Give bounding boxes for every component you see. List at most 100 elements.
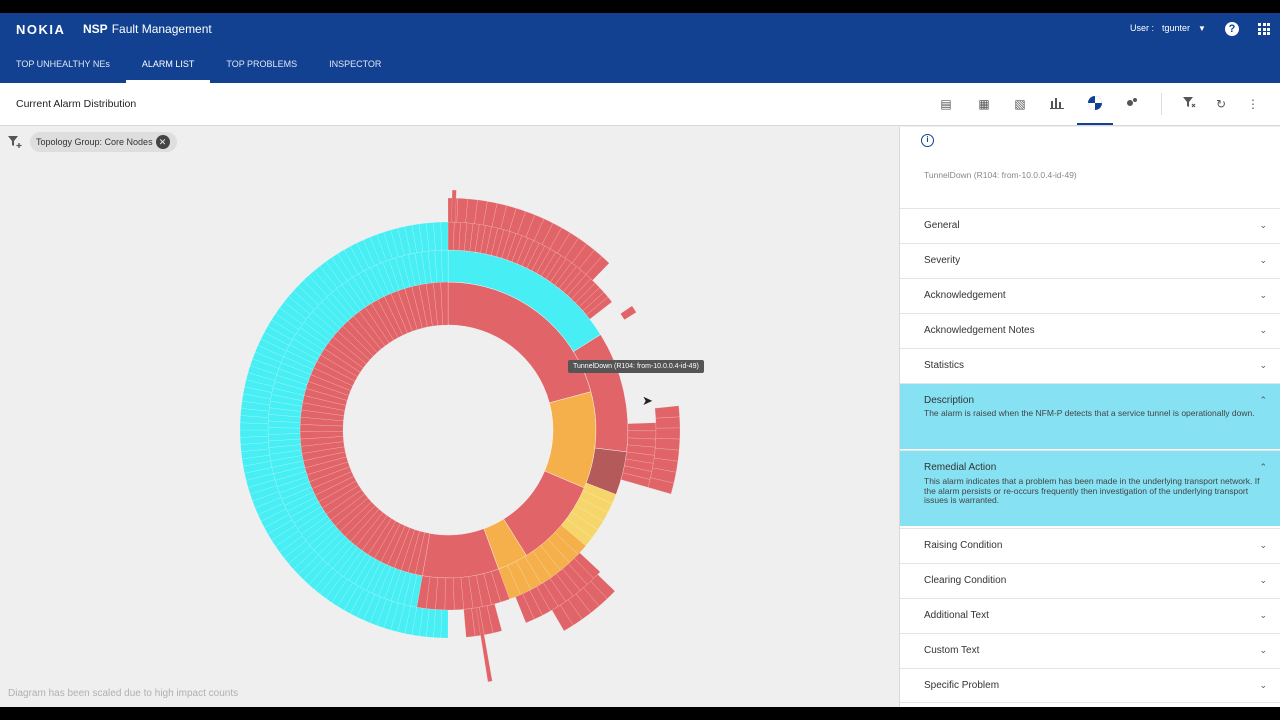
sunburst-segment-critical[interactable] (318, 480, 360, 509)
add-filter-icon[interactable] (8, 135, 22, 152)
sunburst-segment-cleared[interactable] (434, 249, 443, 283)
sunburst-segment-critical[interactable] (320, 348, 361, 377)
sunburst-segment-critical[interactable] (476, 573, 492, 607)
sunburst-segment-critical[interactable] (624, 458, 654, 472)
sunburst-segment-critical[interactable] (575, 587, 600, 614)
sunburst-segment-cleared[interactable] (276, 476, 310, 494)
sunburst-segment-critical[interactable] (303, 388, 348, 406)
sunburst-segment-critical[interactable] (562, 563, 588, 591)
sunburst-segment-cleared[interactable] (313, 528, 342, 556)
sunburst-segment-critical[interactable] (516, 237, 534, 267)
sunburst-segment-cleared[interactable] (308, 563, 333, 590)
sunburst-segment-major[interactable] (547, 532, 579, 563)
sunburst-segment-cleared[interactable] (319, 571, 343, 599)
sunburst-segment-cleared[interactable] (343, 585, 364, 614)
sunburst-segment-critical[interactable] (355, 512, 388, 551)
scatter-icon[interactable] (1123, 95, 1141, 113)
sunburst-segment-critical[interactable] (647, 477, 675, 495)
sunburst-segment-critical[interactable] (654, 437, 681, 451)
more-icon[interactable]: ⋮ (1247, 97, 1259, 111)
sunburst-segment-cleared[interactable] (376, 261, 395, 295)
sunburst-segment-critical[interactable] (620, 305, 637, 321)
sunburst-segment-cleared[interactable] (319, 261, 343, 289)
sunburst-segment-major[interactable] (524, 550, 552, 585)
sunburst-segment-cleared[interactable] (304, 519, 335, 546)
sunburst-segment-critical[interactable] (304, 456, 349, 476)
sunburst-segment-cleared[interactable] (404, 605, 417, 636)
sunburst-segment-critical[interactable] (435, 577, 446, 611)
alarm-sunburst-chart[interactable] (230, 183, 710, 683)
sunburst-segment-minor[interactable] (570, 504, 604, 531)
section-acknowledgement[interactable]: Acknowledgement ⌄ (900, 278, 1280, 313)
sunburst-segment-cleared[interactable] (242, 386, 273, 399)
sunburst-segment-critical[interactable] (654, 405, 680, 419)
sunburst-segment-cleared[interactable] (275, 530, 303, 553)
tab-alarm-list[interactable]: ALARM LIST (125, 53, 211, 83)
sunburst-segment-cleared[interactable] (322, 536, 350, 565)
sunburst-segment-cleared[interactable] (358, 270, 380, 302)
sunburst-segment-critical[interactable] (300, 441, 345, 454)
sunburst-segment-critical[interactable] (586, 296, 613, 320)
sunburst-segment-cleared[interactable] (403, 573, 418, 607)
sunburst-segment-cleared[interactable] (240, 442, 270, 452)
sunburst-segment-cleared[interactable] (336, 284, 362, 315)
sunburst-segment-critical[interactable] (374, 520, 401, 563)
sunburst-segment-critical[interactable] (414, 532, 430, 576)
sunburst-segment-cleared[interactable] (267, 427, 301, 435)
close-icon[interactable]: ✕ (155, 135, 170, 149)
section-additional-text[interactable]: Additional Text ⌄ (900, 598, 1280, 633)
sunburst-segment-cleared[interactable] (239, 429, 269, 438)
sunburst-segment-major[interactable] (498, 565, 521, 600)
user-menu[interactable]: User : tgunter ▼ (1130, 23, 1206, 33)
sunburst-segment-cleared[interactable] (343, 550, 367, 581)
sunburst-segment-critical[interactable] (491, 568, 510, 603)
sunburst-segment-critical[interactable] (522, 590, 543, 620)
sunburst-segment-critical[interactable] (387, 525, 411, 569)
sunburst-segment-critical[interactable] (506, 233, 523, 262)
sunburst-segment-cleared[interactable] (292, 332, 324, 356)
sunburst-segment-critical[interactable] (479, 605, 494, 636)
sunburst-segment-critical[interactable] (324, 342, 364, 373)
sunburst-segment-critical[interactable] (655, 416, 681, 429)
sunburst-segment-critical[interactable] (545, 255, 567, 283)
sunburst-segment-cleared[interactable] (273, 465, 307, 481)
sunburst-segment-critical[interactable] (627, 437, 657, 448)
sunburst-segment-cleared[interactable] (404, 224, 417, 255)
section-custom-text[interactable]: Custom Text ⌄ (900, 633, 1280, 668)
sunburst-segment-critical[interactable] (350, 508, 384, 547)
sunburst-segment-critical[interactable] (554, 262, 577, 289)
sunburst-segment-cleared[interactable] (284, 491, 317, 512)
sunburst-segment-cleared[interactable] (440, 221, 449, 251)
clear-filter-icon[interactable] (1180, 95, 1198, 113)
sunburst-segment-cleared[interactable] (239, 436, 269, 445)
section-severity[interactable]: Severity ⌄ (900, 243, 1280, 278)
sunburst-segment-cleared[interactable] (395, 255, 411, 289)
sunburst-segment-cleared[interactable] (370, 264, 390, 297)
sunburst-segment-cleared[interactable] (239, 422, 269, 431)
sunburst-segment-cleared[interactable] (298, 280, 324, 306)
sunburst-segment-cleared[interactable] (268, 407, 302, 418)
sunburst-segment-cleared[interactable] (298, 554, 324, 580)
sunburst-segment-cleared[interactable] (337, 582, 359, 611)
sunburst-segment-critical[interactable] (625, 451, 655, 464)
section-general[interactable]: General ⌄ (900, 208, 1280, 243)
sunburst-segment-critical[interactable] (330, 493, 369, 527)
sunburst-segment-cleared[interactable] (283, 540, 311, 564)
sunburst-segment-critical[interactable] (416, 575, 431, 609)
sunburst-segment-critical[interactable] (496, 229, 511, 259)
filter-chip[interactable]: Topology Group: Core Nodes ✕ (30, 132, 177, 152)
sunburst-segment-critical[interactable] (306, 461, 350, 483)
sunburst-segment-critical[interactable] (425, 282, 438, 327)
sunburst-segment-cleared[interactable] (308, 270, 333, 297)
sunburst-segment-cleared[interactable] (433, 609, 442, 639)
section-raising-condition[interactable]: Raising Condition ⌄ (900, 528, 1280, 563)
sunburst-segment-critical[interactable] (342, 320, 378, 357)
sunburst-segment-cleared[interactable] (275, 307, 303, 330)
sunburst-segment-critical[interactable] (371, 299, 399, 341)
sunburst-segment-cleared[interactable] (260, 508, 290, 528)
sunburst-segment-critical[interactable] (485, 226, 499, 256)
sunburst-segment-cleared[interactable] (245, 473, 276, 488)
info-icon[interactable]: i (921, 134, 934, 147)
sunburst-segment-cleared[interactable] (369, 596, 387, 626)
sunburst-segment-cleared[interactable] (264, 514, 293, 535)
